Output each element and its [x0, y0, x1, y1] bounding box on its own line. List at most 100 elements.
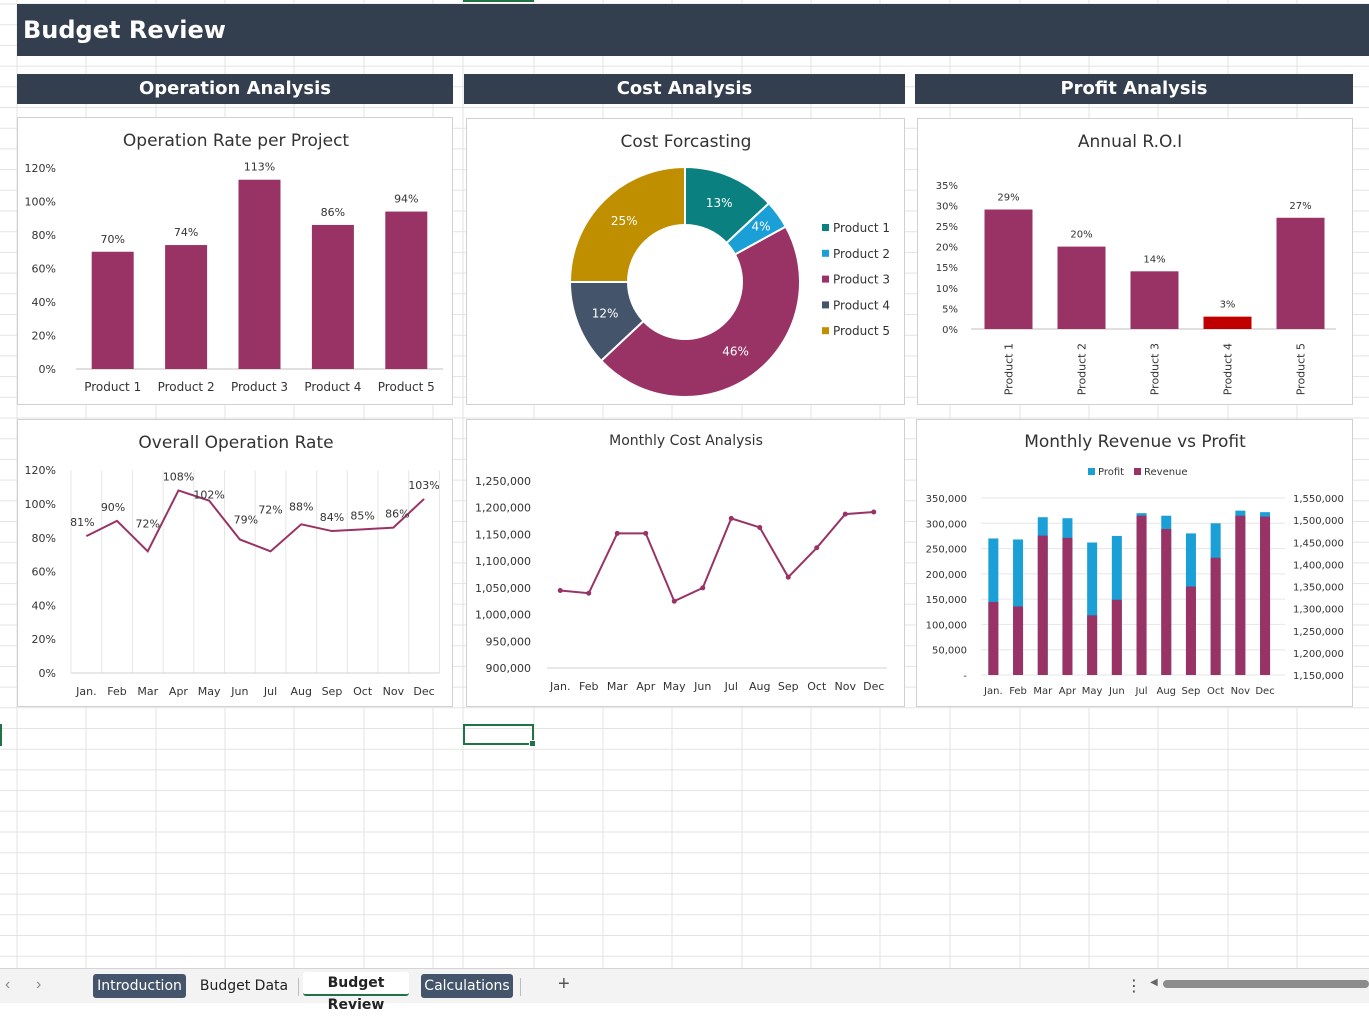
legend-swatch — [822, 301, 829, 309]
more-options-icon[interactable]: ⋮ — [1126, 978, 1142, 995]
y-tick-label: 20% — [936, 243, 958, 254]
data-label: 81% — [70, 516, 94, 529]
y-tick-label: 60% — [32, 566, 56, 579]
y-tick-label: 10% — [936, 284, 958, 295]
tab-budget-data[interactable]: Budget Data — [199, 978, 289, 994]
x-tick-label: Dec — [1255, 686, 1274, 697]
tab-budget-review[interactable]: Budget Review — [303, 972, 409, 1013]
section-header-cost: Cost Analysis — [464, 74, 905, 104]
y-tick-label-left: 250,000 — [926, 545, 967, 556]
tab-introduction[interactable]: Introduction — [93, 974, 186, 998]
chart-title: Cost Forcasting — [621, 132, 752, 152]
slice-product-5 — [568, 165, 686, 283]
y-tick-label: 900,000 — [486, 662, 532, 675]
x-tick-label: Jul — [263, 685, 277, 698]
x-tick-label: Aug — [1156, 686, 1176, 697]
cost-forecasting-chart[interactable]: Cost Forcasting 13% 4% 46% 12% 25% Product 1 P… — [466, 118, 905, 405]
chart-title: Monthly Cost Analysis — [609, 433, 763, 449]
tab-separator — [298, 978, 299, 996]
slice-data-label: 46% — [722, 345, 749, 359]
y-tick-label: 950,000 — [486, 635, 532, 648]
data-label: 86% — [321, 206, 345, 219]
annual-roi-chart[interactable]: Annual R.O.I 0% 5% 10% 15% 20% 25% 30% 35% 29% Pr… — [917, 118, 1353, 405]
dashboard-title: Budget Review — [17, 4, 1369, 56]
data-label: 108% — [163, 470, 194, 483]
y-tick-label-right: 1,300,000 — [1293, 605, 1344, 616]
data-label: 3% — [1220, 300, 1236, 311]
bar-revenue — [1111, 599, 1122, 675]
y-tick-label: 1,150,000 — [475, 528, 531, 541]
y-tick-label: 20% — [32, 330, 56, 343]
y-tick-label: 40% — [32, 599, 56, 612]
x-tick-label: Oct — [353, 685, 373, 698]
x-tick-label: Nov — [383, 685, 405, 698]
y-tick-label-right: 1,250,000 — [1293, 627, 1344, 638]
bar-product-2 — [165, 245, 208, 369]
y-tick-label: 0% — [942, 325, 958, 336]
x-tick-label: Product 1 — [84, 380, 141, 394]
legend-swatch — [822, 327, 829, 335]
y-tick-label-left: 200,000 — [926, 570, 967, 581]
tab-calculations[interactable]: Calculations — [421, 974, 513, 998]
y-tick-label: 25% — [936, 222, 958, 233]
y-tick-label-right: 1,500,000 — [1293, 516, 1344, 527]
data-point — [842, 511, 848, 517]
legend-label: Product 1 — [833, 221, 890, 235]
scroll-left-icon[interactable]: ◀ — [1150, 977, 1158, 988]
x-tick-label: Apr — [169, 685, 189, 698]
overall-operation-rate-chart[interactable]: Overall Operation Rate 0% 20% 40% 60% 80% 100… — [17, 419, 453, 707]
bar-product-4 — [1203, 316, 1252, 329]
revenue-vs-profit-chart[interactable]: Monthly Revenue vs Profit - 50,000 100,000… — [916, 419, 1353, 707]
y-tick-label: 0% — [39, 363, 56, 376]
data-label: 14% — [1143, 254, 1165, 265]
legend-label: Product 5 — [833, 324, 890, 338]
y-tick-label-left: 300,000 — [926, 519, 967, 530]
x-tick-label: Oct — [1207, 686, 1224, 697]
legend-label: Revenue — [1144, 467, 1188, 478]
x-tick-label: Nov — [835, 680, 857, 693]
data-point — [700, 585, 706, 591]
monthly-cost-svg: Monthly Cost Analysis 900,000 950,000 1,00… — [475, 433, 887, 693]
selected-row-marker — [0, 724, 2, 746]
bar-profit — [1087, 542, 1098, 675]
data-point — [586, 590, 592, 596]
x-tick-label: May — [663, 680, 686, 693]
y-tick-label-right: 1,200,000 — [1293, 649, 1344, 660]
data-point — [871, 509, 877, 515]
prev-sheet-arrow-icon[interactable]: ‹ — [5, 976, 11, 993]
slice-data-label: 12% — [592, 307, 619, 321]
data-point — [557, 588, 563, 594]
selected-cell[interactable] — [463, 724, 536, 747]
next-sheet-arrow-icon[interactable]: › — [36, 976, 42, 993]
x-tick-label: May — [198, 685, 221, 698]
x-tick-label: Apr — [1059, 686, 1077, 697]
slice-data-label: 4% — [752, 220, 771, 234]
slice-data-label: 25% — [611, 214, 638, 228]
y-tick-label-right: 1,450,000 — [1293, 538, 1344, 549]
data-label: 74% — [174, 226, 198, 239]
operation-rate-chart[interactable]: Operation Rate per Project 0% 20% 40% 60% 80… — [17, 117, 453, 405]
add-sheet-icon[interactable]: + — [558, 973, 570, 995]
bar-product-4 — [311, 224, 354, 369]
bar-product-5 — [1276, 217, 1325, 329]
legend-label: Profit — [1098, 467, 1124, 478]
x-tick-label: Jul — [724, 680, 738, 693]
sheet-tab-bar: ‹ › Introduction Budget Data Budget Revi… — [0, 968, 1369, 1013]
y-tick-label: 30% — [936, 201, 958, 212]
y-tick-label: 35% — [936, 181, 958, 192]
data-label: 70% — [100, 233, 124, 246]
x-tick-label: Nov — [1231, 686, 1251, 697]
selected-column-marker — [463, 0, 534, 2]
y-tick-label: 20% — [32, 633, 56, 646]
legend-swatch — [822, 275, 829, 283]
operation-rate-svg: Operation Rate per Project 0% 20% 40% 60% 80… — [25, 131, 443, 394]
data-label: 88% — [289, 500, 313, 513]
bar-product-3 — [238, 179, 281, 369]
monthly-cost-chart[interactable]: Monthly Cost Analysis 900,000 950,000 1,00… — [466, 419, 905, 707]
data-label: 103% — [408, 479, 439, 492]
x-tick-label: Sep — [322, 685, 343, 698]
overall-operation-rate-svg: Overall Operation Rate 0% 20% 40% 60% 80% 100… — [25, 433, 440, 698]
data-point — [728, 515, 734, 521]
horizontal-scrollbar[interactable] — [1163, 980, 1369, 988]
x-tick-label: Aug — [749, 680, 770, 693]
